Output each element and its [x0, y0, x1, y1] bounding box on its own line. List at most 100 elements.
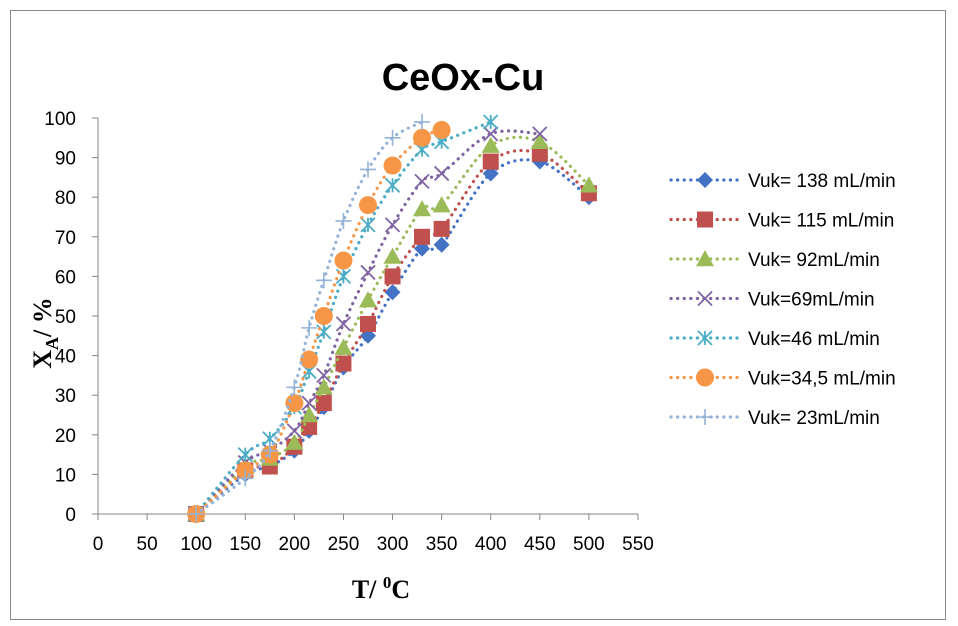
- x-tick-label: 300: [377, 534, 409, 555]
- legend-item: Vuk= 115 mL/min: [669, 211, 894, 232]
- chart: CeOx-Cu 0 10 20 30 40 50 60 70 80 90 100 0 50 100 150 2…: [28, 57, 896, 604]
- axes: 0 10 20 30 40 50 60 70 80 90 100 0 50 100 150 200 250 300…: [44, 109, 654, 555]
- data-point: [286, 379, 303, 396]
- legend-label: Vuk= 138 mL/min: [748, 171, 896, 192]
- data-point: [285, 394, 304, 413]
- legend-marker: [697, 172, 713, 188]
- y-tick-label: 0: [65, 505, 76, 526]
- x-tick-label: 200: [279, 534, 311, 555]
- data-point: [314, 378, 333, 395]
- chart-title: CeOx-Cu: [382, 57, 545, 99]
- data-point: [384, 129, 401, 146]
- data-point: [315, 395, 332, 412]
- x-axis-title: T/ 0C: [352, 573, 410, 604]
- data-point: [360, 264, 376, 281]
- data-point: [384, 177, 401, 193]
- x-tick-label: 550: [622, 534, 654, 555]
- data-point: [413, 200, 431, 217]
- y-tick-label: 70: [55, 228, 76, 249]
- data-point: [315, 272, 332, 289]
- data-point: [384, 284, 401, 301]
- series-line: [194, 120, 493, 516]
- data-point: [384, 217, 401, 233]
- series-7: [188, 113, 430, 522]
- x-tick-label: 100: [180, 534, 212, 555]
- legend-label: Vuk=34,5 mL/min: [748, 369, 896, 390]
- data-point: [360, 315, 376, 332]
- legend-item: Vuk= 92mL/min: [669, 250, 880, 271]
- data-point: [301, 395, 317, 411]
- data-point: [300, 350, 319, 369]
- data-point: [531, 145, 548, 162]
- data-point: [483, 126, 499, 142]
- legend-marker: [697, 330, 713, 346]
- data-point: [414, 173, 430, 189]
- y-axis-title: XA/ %: [28, 297, 62, 369]
- legend-label: Vuk= 23mL/min: [748, 408, 880, 429]
- chart-frame: CeOx-Cu 0 10 20 30 40 50 60 70 80 90 100 0 50 100 150 2…: [10, 10, 946, 620]
- data-point: [482, 153, 499, 170]
- y-tick-label: 10: [55, 465, 76, 486]
- y-tick-label: 80: [55, 188, 76, 209]
- legend-item: Vuk=69mL/min: [669, 290, 875, 311]
- series-6: [187, 120, 451, 523]
- data-point: [286, 423, 303, 439]
- data-point: [413, 128, 431, 147]
- y-tick-label: 50: [55, 307, 76, 328]
- data-point: [414, 228, 430, 245]
- data-point: [384, 268, 401, 285]
- data-point: [483, 114, 499, 130]
- legend-marker: [696, 250, 714, 267]
- legend-item: Vuk=34,5 mL/min: [669, 368, 896, 390]
- data-point: [285, 433, 304, 450]
- legend-label: Vuk=69mL/min: [748, 290, 875, 311]
- data-point: [314, 307, 333, 325]
- data-point: [579, 176, 598, 193]
- x-tick-label: 500: [573, 534, 605, 555]
- x-tick-label: 350: [426, 534, 458, 555]
- x-tick-label: 400: [475, 534, 507, 555]
- y-tick-label: 90: [55, 149, 76, 170]
- data-point: [383, 247, 402, 264]
- data-point: [237, 470, 254, 487]
- data-point: [383, 156, 402, 175]
- data-point: [433, 220, 450, 237]
- legend-marker: [697, 211, 713, 228]
- data-point: [360, 161, 376, 178]
- x-tick-label: 450: [524, 534, 556, 555]
- legend-label: Vuk= 92mL/min: [748, 250, 880, 271]
- series-layer: [187, 113, 598, 523]
- data-point: [414, 113, 430, 130]
- data-point: [334, 338, 353, 355]
- x-tick-label: 0: [93, 534, 104, 555]
- data-point: [335, 355, 352, 372]
- data-point: [316, 324, 332, 340]
- data-point: [433, 165, 450, 182]
- y-tick-label: 30: [55, 386, 76, 407]
- legend-marker: [697, 290, 713, 307]
- series-line: [194, 120, 424, 516]
- legend-marker: [696, 368, 714, 387]
- data-point: [432, 196, 451, 213]
- data-point: [300, 406, 319, 423]
- data-point: [360, 217, 376, 233]
- data-point: [359, 196, 377, 215]
- legend-item: Vuk= 138 mL/min: [669, 171, 896, 192]
- legend-marker: [697, 409, 713, 425]
- data-point: [188, 506, 205, 522]
- data-point: [532, 126, 548, 142]
- data-point: [359, 291, 377, 308]
- y-tick-label: 20: [55, 426, 76, 447]
- y-tick-label: 100: [44, 109, 76, 130]
- data-point: [335, 316, 352, 332]
- legend: Vuk= 138 mL/min Vuk= 115 mL/min Vuk= 92mL/…: [669, 171, 896, 429]
- series-line: [194, 135, 591, 516]
- y-tick-label: 40: [55, 347, 76, 368]
- x-tick-label: 50: [137, 534, 158, 555]
- data-point: [335, 212, 352, 229]
- x-tick-label: 150: [229, 534, 261, 555]
- series-line: [194, 148, 591, 516]
- data-point: [261, 442, 278, 459]
- data-point: [432, 120, 451, 139]
- data-point: [481, 136, 500, 153]
